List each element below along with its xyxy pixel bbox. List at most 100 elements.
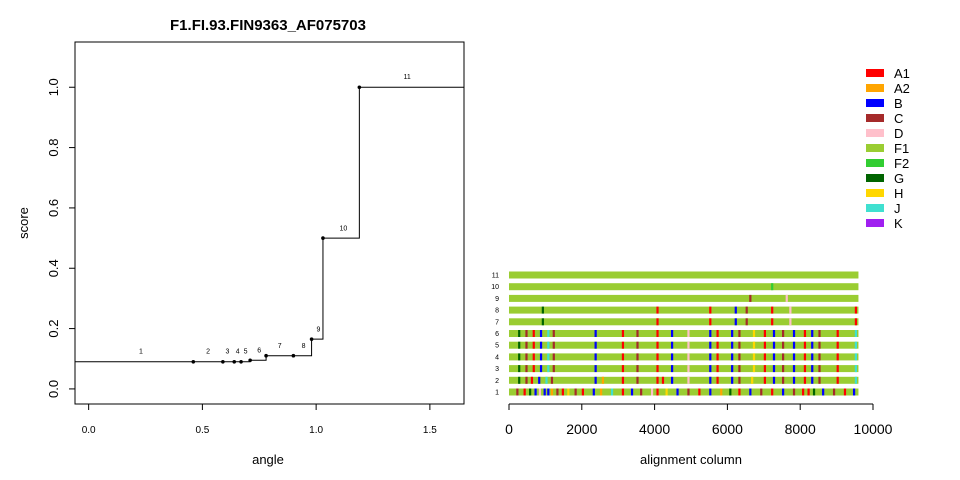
legend-label: G [894, 171, 904, 186]
subtype-segment [636, 353, 639, 361]
subtype-segment [594, 365, 597, 373]
subtype-segment [752, 330, 756, 337]
subtype-segment [547, 388, 550, 396]
subtype-segment [525, 365, 528, 373]
score-step-line [75, 86, 464, 363]
subtype-segment [763, 353, 766, 361]
subtype-segment [621, 353, 625, 361]
x-tick-label: 6000 [712, 421, 743, 437]
subtype-segment [656, 318, 659, 326]
subtype-segment [687, 365, 690, 373]
subtype-segment [738, 353, 741, 361]
subtype-segment [636, 376, 639, 384]
subtype-segment [731, 365, 734, 373]
subtype-segment [731, 376, 734, 384]
subtype-segment [751, 376, 754, 384]
subtype-segment [734, 306, 737, 314]
subtype-segment [670, 330, 674, 337]
x-tick-label: 1.0 [309, 425, 323, 436]
point-label: 8 [302, 343, 306, 350]
row-label: 10 [491, 284, 499, 291]
point-label: 7 [278, 343, 282, 350]
y-tick-label: 0.0 [46, 380, 61, 398]
subtype-segment [789, 306, 792, 314]
legend-swatch [866, 144, 884, 152]
subtype-segment [567, 388, 570, 396]
subtype-segment [532, 330, 535, 337]
row-label: 5 [495, 343, 499, 350]
subtype-segment [716, 341, 719, 349]
row-label: 1 [495, 390, 499, 397]
subtype-segment [792, 376, 796, 384]
score-step-chart: F1.FI.93.FIN9363_AF075703 0.0 0.5 1.0 1.5 0… [16, 17, 465, 467]
subtype-segment [556, 388, 559, 396]
y-tick-label: 1.0 [46, 78, 61, 96]
x-tick-label: 4000 [639, 421, 670, 437]
subtype-segment [752, 365, 756, 373]
y-axis: 0.0 0.2 0.4 0.6 0.8 1.0 [46, 78, 75, 398]
subtype-segment [731, 341, 734, 349]
row-label: 11 [492, 273, 499, 280]
x-tick-label: 8000 [785, 421, 816, 437]
subtype-segment [818, 365, 821, 373]
subtype-segment [752, 341, 756, 349]
row-label: 6 [495, 331, 499, 338]
legend-label: D [894, 126, 903, 141]
point-label: 11 [403, 74, 410, 81]
score-point [321, 236, 325, 240]
subtype-segment [745, 318, 748, 326]
subtype-segment [709, 318, 712, 326]
subtype-segment [552, 330, 555, 337]
subtype-segment [538, 376, 541, 384]
subtype-segment [656, 330, 659, 337]
point-label: 2 [206, 349, 210, 356]
subtype-segment [621, 341, 625, 349]
subtype-segment [818, 376, 821, 384]
subtype-segment [523, 388, 526, 396]
subtype-segment [592, 388, 595, 396]
subtype-segment [782, 341, 785, 349]
subtype-segment [525, 341, 528, 349]
subtype-segment [789, 318, 792, 326]
point-label: 4 [236, 349, 240, 356]
subtype-segment [709, 341, 712, 349]
score-point [191, 359, 196, 364]
row-label: 7 [495, 319, 499, 326]
legend-swatch [866, 84, 884, 92]
subtype-segment [782, 353, 785, 361]
subtype-segment [530, 376, 534, 384]
subtype-segment [763, 330, 766, 337]
subtype-segment [792, 353, 796, 361]
subtype-segment [687, 388, 690, 396]
subtype-segment [738, 330, 741, 337]
subtype-segment [518, 341, 521, 349]
subtype-segment [720, 388, 723, 396]
subtype-segment [532, 341, 535, 349]
subtype-segment [574, 388, 577, 396]
subtype-segment [547, 341, 550, 349]
subtype-segment [656, 353, 659, 361]
row-label: 9 [495, 296, 499, 303]
row-label: 2 [495, 378, 499, 385]
subtype-segment [687, 341, 690, 349]
subtype-segment [772, 365, 776, 373]
alignment-row-bar [509, 294, 859, 302]
subtype-segment [811, 365, 814, 373]
subtype-segment [792, 365, 796, 373]
subtype-segment [822, 388, 825, 396]
subtype-segment [610, 388, 614, 396]
x-axis: 0 2000 4000 6000 8000 10000 [505, 404, 893, 437]
subtype-segment [854, 365, 857, 373]
subtype-segment [656, 341, 659, 349]
subtype-segment [803, 365, 807, 373]
legend-label: A1 [894, 66, 910, 81]
legend-swatch [866, 114, 884, 122]
score-point [357, 85, 362, 90]
subtype-segment [854, 341, 857, 349]
alignment-row-bar [509, 353, 859, 361]
subtype-segment [802, 388, 805, 396]
x-tick-label: 1.5 [423, 425, 437, 436]
subtype-segment [772, 353, 776, 361]
y-tick-label: 0.6 [46, 199, 61, 217]
point-label: 6 [257, 348, 261, 355]
